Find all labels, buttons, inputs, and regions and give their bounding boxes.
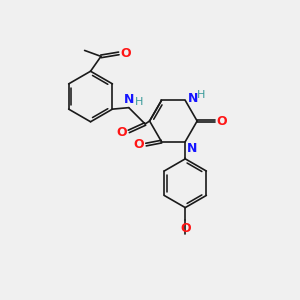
Text: O: O xyxy=(180,222,190,235)
Text: O: O xyxy=(217,115,227,128)
Text: H: H xyxy=(135,97,144,107)
Text: N: N xyxy=(124,93,134,106)
Text: O: O xyxy=(116,126,127,140)
Text: N: N xyxy=(187,142,197,155)
Text: O: O xyxy=(120,47,131,60)
Text: O: O xyxy=(133,138,144,151)
Text: H: H xyxy=(196,90,205,100)
Text: N: N xyxy=(188,92,198,105)
